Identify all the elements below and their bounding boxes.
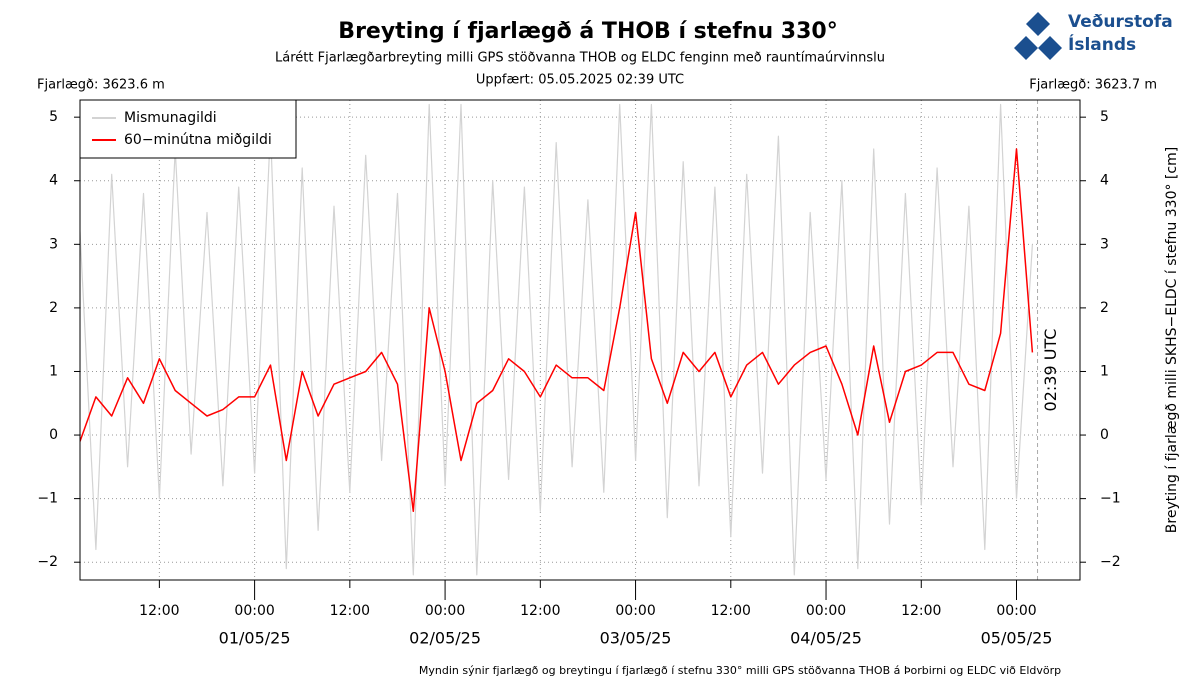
x-tick-label: 12:00	[330, 603, 370, 619]
date-label: 04/05/25	[790, 629, 862, 648]
y-tick-label: 1	[49, 363, 58, 379]
right-note: Fjarlægð: 3623.7 m	[1029, 78, 1157, 93]
x-tick-label: 00:00	[425, 603, 465, 619]
date-label: 03/05/25	[600, 629, 672, 648]
logo: Veðurstofa Íslands	[1014, 12, 1173, 60]
legend-label: Mismunagildi	[124, 110, 217, 126]
series-line	[80, 103, 1033, 576]
left-note: Fjarlægð: 3623.6 m	[37, 78, 165, 93]
x-tick-label: 12:00	[901, 603, 941, 619]
legend-label: 60−minútna miðgildi	[124, 132, 272, 148]
updated: Uppfært: 05.05.2025 02:39 UTC	[476, 73, 684, 88]
y-tick-label: 0	[49, 427, 58, 443]
y2-tick-label: 2	[1100, 300, 1109, 316]
y2-tick-label: −2	[1100, 554, 1121, 570]
logo-mark	[1014, 12, 1062, 60]
x-tick-label: 12:00	[520, 603, 560, 619]
y-tick-label: 2	[49, 300, 58, 316]
x-tick-label: 12:00	[139, 603, 179, 619]
footer: Myndin sýnir fjarlægð og breytingu í fja…	[419, 664, 1061, 677]
y2-tick-label: 0	[1100, 427, 1109, 443]
date-label: 01/05/25	[219, 629, 291, 648]
y2-axis-label: Breyting í fjarlægð milli SKHS−ELDC í st…	[1164, 147, 1180, 533]
annotation-text: 02:39 UTC	[1041, 329, 1060, 412]
legend-box	[79, 99, 297, 159]
y-tick-label: −1	[37, 491, 58, 507]
x-tick-label: 00:00	[996, 603, 1036, 619]
y2-tick-label: 3	[1100, 236, 1109, 252]
subtitle: Lárétt Fjarlægðarbreyting milli GPS stöð…	[275, 51, 885, 66]
plot-frame	[79, 99, 1081, 581]
logo-text: Íslands	[1068, 33, 1136, 55]
logo-text: Veðurstofa	[1068, 12, 1173, 32]
y2-tick-label: 1	[1100, 363, 1109, 379]
x-tick-label: 00:00	[615, 603, 655, 619]
y-tick-label: 4	[49, 173, 58, 189]
date-label: 02/05/25	[409, 629, 481, 648]
chart-title: Breyting í fjarlægð á THOB í stefnu 330°	[338, 19, 837, 44]
x-tick-label: 00:00	[806, 603, 846, 619]
x-tick-label: 00:00	[234, 603, 274, 619]
y-tick-label: −2	[37, 554, 58, 570]
series-line	[80, 148, 1034, 513]
y-tick-label: 3	[49, 236, 58, 252]
y2-tick-label: 4	[1100, 173, 1109, 189]
date-label: 05/05/25	[981, 629, 1053, 648]
y-tick-label: 5	[49, 109, 58, 125]
y2-tick-label: −1	[1100, 491, 1121, 507]
y2-tick-label: 5	[1100, 109, 1109, 125]
x-tick-label: 12:00	[711, 603, 751, 619]
